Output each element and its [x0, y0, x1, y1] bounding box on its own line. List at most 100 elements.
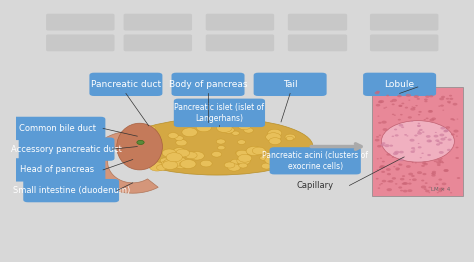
Circle shape	[439, 161, 443, 163]
Circle shape	[447, 101, 451, 103]
Circle shape	[380, 166, 383, 168]
Circle shape	[440, 127, 445, 129]
Circle shape	[436, 161, 441, 164]
Circle shape	[429, 95, 433, 97]
Circle shape	[382, 180, 386, 182]
Circle shape	[377, 158, 379, 159]
Circle shape	[426, 135, 431, 138]
Circle shape	[419, 157, 422, 158]
Circle shape	[398, 119, 401, 121]
Circle shape	[260, 156, 268, 160]
Circle shape	[405, 107, 408, 108]
Circle shape	[399, 124, 403, 127]
Circle shape	[137, 140, 144, 144]
Circle shape	[413, 107, 416, 108]
Circle shape	[406, 165, 411, 168]
Circle shape	[410, 150, 415, 153]
Text: Lobule: Lobule	[384, 80, 415, 89]
Circle shape	[450, 192, 452, 193]
Circle shape	[246, 146, 262, 156]
Circle shape	[376, 178, 379, 179]
Circle shape	[438, 159, 442, 161]
FancyBboxPatch shape	[370, 14, 438, 31]
Circle shape	[399, 163, 402, 166]
Circle shape	[384, 144, 390, 147]
Text: Pancreatic islet (islet of
Langerhans): Pancreatic islet (islet of Langerhans)	[174, 103, 264, 123]
FancyBboxPatch shape	[9, 117, 105, 140]
Circle shape	[437, 192, 439, 193]
Circle shape	[379, 100, 384, 103]
Circle shape	[171, 157, 187, 166]
Circle shape	[428, 110, 432, 112]
FancyBboxPatch shape	[206, 34, 274, 51]
Ellipse shape	[117, 123, 163, 170]
Circle shape	[386, 95, 389, 96]
Circle shape	[432, 171, 436, 173]
Circle shape	[437, 164, 441, 166]
Circle shape	[434, 160, 437, 162]
Circle shape	[380, 157, 382, 159]
Circle shape	[383, 128, 387, 131]
Circle shape	[399, 105, 402, 107]
Circle shape	[387, 173, 391, 175]
Circle shape	[380, 144, 385, 146]
Circle shape	[401, 126, 404, 128]
Circle shape	[428, 192, 430, 193]
Circle shape	[160, 158, 169, 163]
Circle shape	[380, 165, 385, 168]
Circle shape	[274, 151, 283, 156]
Circle shape	[439, 97, 444, 100]
Circle shape	[444, 137, 447, 138]
Circle shape	[411, 175, 415, 177]
Circle shape	[456, 157, 459, 159]
Circle shape	[122, 140, 133, 146]
Circle shape	[402, 182, 407, 185]
Circle shape	[156, 165, 167, 171]
Circle shape	[401, 183, 404, 185]
Circle shape	[438, 106, 440, 107]
Circle shape	[421, 165, 425, 167]
Circle shape	[393, 152, 398, 155]
Circle shape	[438, 190, 442, 192]
Text: Pancreatic duct: Pancreatic duct	[91, 80, 161, 89]
FancyBboxPatch shape	[174, 99, 265, 127]
FancyBboxPatch shape	[124, 34, 192, 51]
Circle shape	[440, 138, 446, 141]
Circle shape	[398, 186, 402, 189]
Circle shape	[162, 149, 176, 157]
Circle shape	[436, 159, 438, 160]
FancyBboxPatch shape	[254, 73, 327, 96]
Circle shape	[406, 94, 411, 97]
Circle shape	[179, 161, 189, 167]
Circle shape	[438, 178, 442, 181]
Circle shape	[238, 154, 252, 162]
Circle shape	[417, 98, 420, 100]
Text: Head of pancreas: Head of pancreas	[20, 165, 94, 174]
Circle shape	[161, 161, 172, 167]
Circle shape	[252, 147, 265, 155]
Circle shape	[201, 160, 212, 167]
Circle shape	[386, 168, 391, 171]
Circle shape	[418, 143, 419, 144]
FancyBboxPatch shape	[206, 14, 274, 31]
Circle shape	[399, 151, 404, 154]
Circle shape	[429, 119, 434, 121]
Circle shape	[428, 187, 431, 188]
Circle shape	[422, 162, 426, 164]
Circle shape	[401, 103, 404, 104]
Circle shape	[446, 126, 450, 129]
Circle shape	[292, 150, 304, 157]
Circle shape	[187, 117, 201, 124]
Circle shape	[408, 183, 411, 185]
Circle shape	[381, 183, 383, 184]
Circle shape	[400, 190, 403, 192]
Circle shape	[421, 185, 426, 189]
Circle shape	[147, 126, 155, 130]
Circle shape	[421, 152, 424, 154]
Circle shape	[180, 160, 196, 168]
FancyBboxPatch shape	[18, 138, 115, 161]
Circle shape	[424, 100, 428, 102]
Circle shape	[456, 118, 458, 120]
Circle shape	[378, 122, 382, 124]
Circle shape	[392, 114, 394, 115]
